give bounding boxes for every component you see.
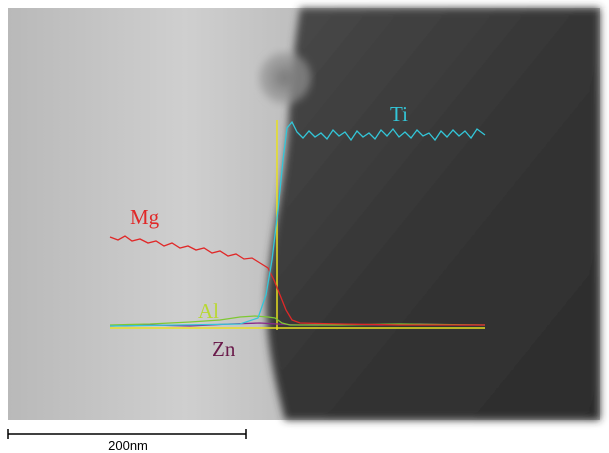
dark-region — [266, 8, 600, 420]
scale-bar-label: 200nm — [108, 438, 148, 453]
mg-label: Mg — [130, 205, 160, 229]
page: Ti Mg Al Zn 200nm (() => { const data = … — [0, 0, 609, 453]
micrograph-figure: Ti Mg Al Zn 200nm — [0, 0, 609, 453]
al-label: Al — [198, 299, 219, 323]
zn-label: Zn — [212, 337, 236, 361]
ti-label: Ti — [390, 102, 408, 126]
scale-bar: 200nm — [8, 429, 246, 453]
particle — [259, 52, 311, 104]
